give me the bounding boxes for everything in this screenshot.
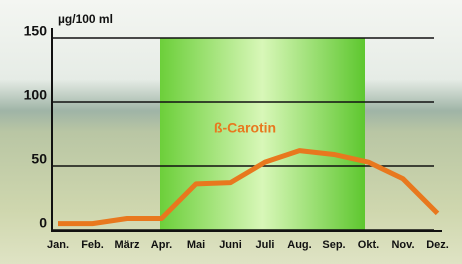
y-tick-label: 100 (24, 87, 48, 103)
x-tick-label: Dez. (426, 239, 449, 251)
x-tick-label: Feb. (81, 239, 104, 251)
y-tick-label: 50 (31, 151, 47, 167)
x-tick-label: Okt. (358, 239, 379, 251)
y-axis-label: µg/100 ml (58, 12, 113, 26)
page: {"chart_data": {"type": "line", "y_label… (0, 0, 462, 264)
annotation: ß-Carotin (214, 120, 276, 136)
chart: µg/100 ml ß-Carotin 0 50 100 150 Jan. Feb. Mär… (0, 0, 462, 264)
x-tick-label: Jan. (47, 239, 69, 251)
x-tick-label: Mai (187, 239, 205, 251)
x-tick-label: Sep. (322, 239, 345, 251)
x-tick-label: März (114, 239, 140, 251)
x-tick-label: Apr. (151, 239, 172, 251)
y-tick-label: 0 (39, 215, 47, 231)
y-tick-label: 150 (24, 23, 48, 39)
x-tick-label: Juli (256, 239, 275, 251)
x-tick-label: Aug. (287, 239, 311, 251)
x-tick-label: Juni (219, 239, 242, 251)
x-tick-label: Nov. (391, 239, 414, 251)
